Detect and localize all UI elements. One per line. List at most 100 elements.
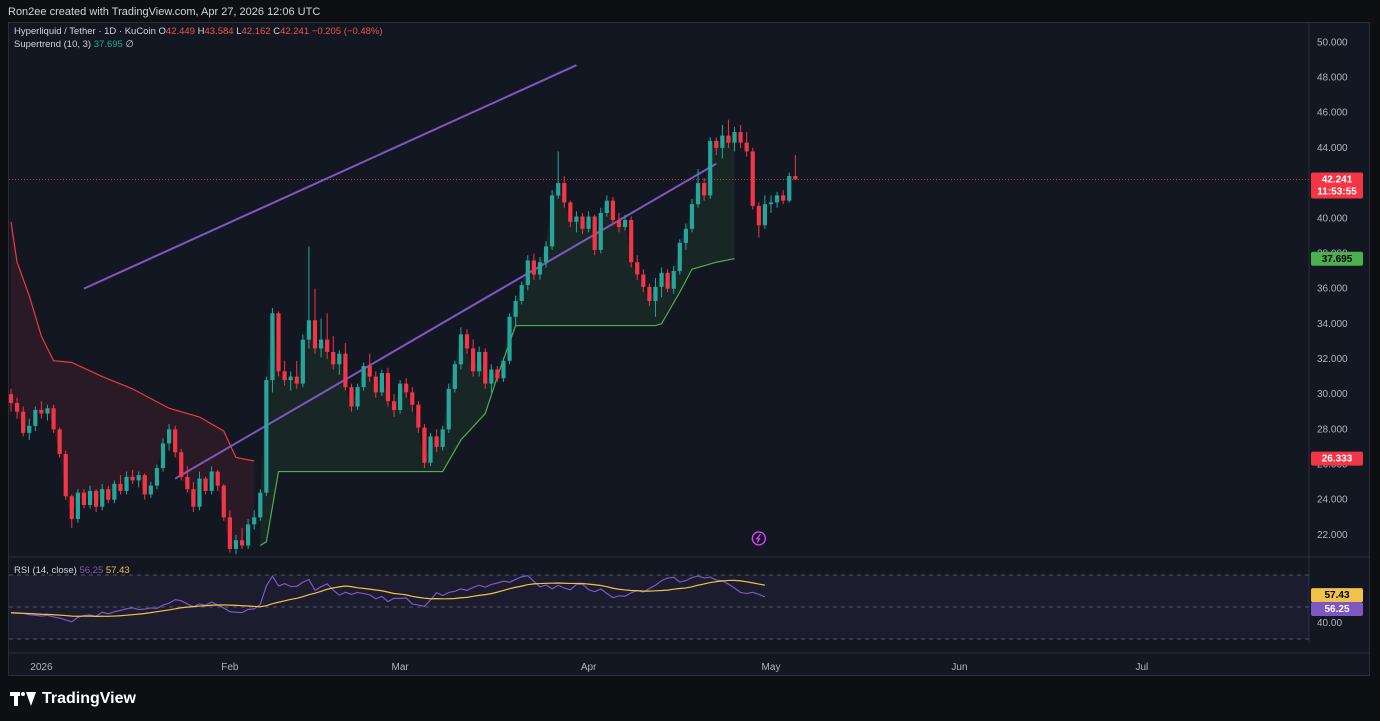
candle (252, 510, 257, 530)
candle (337, 350, 342, 375)
candle-body (671, 271, 676, 289)
candle (604, 195, 609, 217)
tradingview-brand[interactable]: TradingView (10, 688, 136, 710)
price-tick: 40.000 (1317, 213, 1348, 224)
candle (537, 256, 543, 280)
candle (647, 283, 652, 307)
candle-body (477, 351, 482, 372)
candle (185, 466, 190, 493)
candle-body (708, 140, 713, 196)
candle (507, 313, 512, 365)
candle-body (762, 204, 768, 226)
candle (136, 471, 141, 488)
candle-body (525, 260, 530, 286)
candle-body (9, 394, 14, 403)
candle (653, 278, 658, 317)
rsi-badge-text: 56.25 (1324, 604, 1349, 615)
price-tick: 28.000 (1317, 424, 1348, 435)
candle-body (653, 286, 658, 301)
supertrend-line-up (259, 258, 735, 546)
candle (464, 329, 470, 354)
candle-body (635, 262, 640, 275)
candle (9, 388, 14, 412)
candle-body (349, 387, 354, 407)
rsi-name: RSI (14, close) (14, 565, 77, 576)
candle-body (258, 492, 263, 518)
candle-body (683, 228, 688, 243)
candle-body (464, 334, 470, 349)
candle (744, 132, 749, 157)
candle-body (197, 478, 202, 507)
candle-body (87, 490, 93, 505)
candle (556, 151, 561, 199)
candle-body (531, 260, 536, 275)
candle-body (355, 387, 360, 407)
ohlc-low: L42.162 (236, 26, 271, 37)
candle-body (264, 380, 269, 493)
candle (762, 195, 768, 229)
candle-body (574, 216, 579, 222)
candle-body (221, 485, 226, 518)
candle-body (562, 183, 567, 203)
candle (391, 394, 397, 418)
candle (385, 367, 391, 407)
price-pane-bg (9, 23, 1309, 556)
candle (665, 269, 670, 293)
candle-body (458, 334, 464, 365)
candle-body (391, 401, 397, 410)
candle (750, 147, 755, 210)
candle-body (203, 478, 208, 491)
candle-body (768, 202, 774, 205)
candle (209, 466, 214, 495)
candle (173, 425, 178, 458)
rsi-legend: RSI (14, close) 56.25 57.43 (14, 565, 130, 576)
candle (258, 489, 263, 521)
candle (586, 211, 591, 233)
candle-body (781, 195, 786, 201)
candle (446, 383, 451, 433)
candle-body (385, 373, 391, 402)
chart-frame[interactable]: 50.00048.00046.00044.00042.00040.00038.0… (8, 22, 1370, 676)
candle (726, 119, 731, 148)
candle-body (543, 246, 549, 263)
candle (118, 475, 123, 495)
candle (81, 489, 87, 509)
price-tick: 48.000 (1317, 73, 1348, 84)
candle-body (416, 404, 421, 428)
candle-body (702, 183, 707, 196)
candle-body (513, 300, 518, 317)
price-tick: 32.000 (1317, 354, 1348, 365)
candle (142, 473, 147, 500)
trendline-upper (83, 64, 577, 290)
symbol-name: Hyperliquid / Tether · 1D · KuCoin (14, 26, 156, 37)
candle (562, 176, 567, 208)
candle (452, 360, 457, 393)
price-chart[interactable]: 50.00048.00046.00044.00042.00040.00038.0… (9, 23, 1369, 675)
candle (610, 197, 616, 226)
candle (331, 336, 336, 370)
candle (659, 267, 664, 298)
candle-body (659, 272, 664, 287)
candle-body (470, 348, 476, 372)
candle-body (367, 366, 372, 377)
attribution: Ron2ee created with TradingView.com, Apr… (8, 6, 321, 18)
candle-body (446, 388, 451, 430)
candle (495, 366, 500, 382)
candle-body (270, 313, 275, 381)
candle-body (227, 517, 232, 549)
candle (264, 376, 269, 497)
candle-body (312, 320, 318, 349)
candle (598, 207, 603, 254)
candle-body (714, 140, 719, 148)
candle (349, 383, 354, 412)
time-label: 2026 (30, 662, 53, 673)
candle-body (288, 376, 293, 381)
candle-body (410, 392, 415, 405)
candle-body (148, 485, 153, 495)
candle (616, 212, 622, 233)
candle-body (343, 353, 348, 388)
candle (33, 406, 38, 432)
candle (574, 211, 579, 233)
grid (9, 23, 1369, 654)
candle (622, 214, 628, 231)
